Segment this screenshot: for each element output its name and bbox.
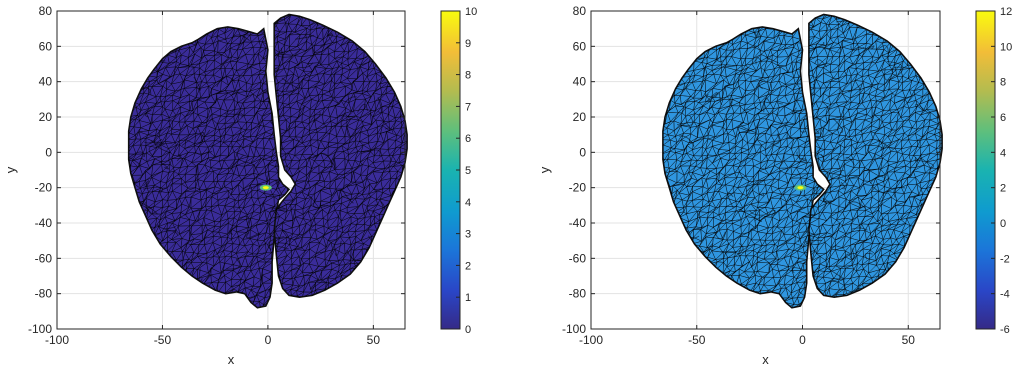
x-tick-label: -100 bbox=[45, 333, 69, 347]
x-tick-label: 0 bbox=[265, 333, 272, 347]
colorbar-tick-label: 4 bbox=[465, 197, 471, 209]
colorbar-tick-label: 9 bbox=[465, 38, 471, 50]
y-tick-label: -20 bbox=[569, 181, 587, 195]
colorbar-tick-label: 5 bbox=[465, 165, 471, 177]
axes-box bbox=[590, 10, 941, 330]
y-tick-label: 60 bbox=[39, 39, 53, 53]
chart-panel-1: -100 -50 0 50806040200-20-40-60-80-100xy109… bbox=[3, 4, 477, 367]
y-tick-label: 80 bbox=[573, 4, 587, 18]
colorbar-tick-label: 2 bbox=[1000, 183, 1006, 195]
colorbar-tick-label: 10 bbox=[1000, 41, 1012, 53]
colorbar-tick-label: 2 bbox=[465, 260, 471, 272]
colorbar-tick-label: 6 bbox=[1000, 112, 1006, 124]
colorbar-tick-label: -6 bbox=[1000, 324, 1010, 336]
y-tick-label: -100 bbox=[28, 322, 52, 336]
y-tick-label: 60 bbox=[573, 39, 587, 53]
colorbar-tick-label: 0 bbox=[1000, 218, 1006, 230]
y-tick-label: 20 bbox=[39, 110, 53, 124]
colorbar-tick-label: 7 bbox=[465, 101, 471, 113]
y-tick-label: -60 bbox=[35, 251, 53, 265]
colorbar-tick-label: 1 bbox=[465, 292, 471, 304]
colorbar-tick-label: 12 bbox=[1000, 6, 1012, 18]
colorbar-tick-label: 8 bbox=[1000, 77, 1006, 89]
y-tick-label: 0 bbox=[45, 145, 52, 159]
colorbar-tick-label: 3 bbox=[465, 229, 471, 241]
colorbar-tick-label: 0 bbox=[465, 324, 471, 336]
colorbar bbox=[975, 10, 996, 330]
x-tick-label: -100 bbox=[579, 333, 603, 347]
hotspot-core bbox=[797, 186, 804, 190]
y-tick-label: -20 bbox=[35, 181, 53, 195]
y-tick-label: 0 bbox=[579, 145, 586, 159]
y-tick-label: -100 bbox=[562, 322, 586, 336]
x-tick-label: -50 bbox=[688, 333, 706, 347]
x-axis-label: x bbox=[228, 352, 235, 367]
y-tick-label: -40 bbox=[569, 216, 587, 230]
y-tick-label: 20 bbox=[573, 110, 587, 124]
x-tick-label: 50 bbox=[902, 333, 916, 347]
y-tick-label: -80 bbox=[35, 287, 53, 301]
x-tick-label: 50 bbox=[367, 333, 381, 347]
colorbar-tick-label: 10 bbox=[465, 6, 477, 18]
y-axis-label: y bbox=[537, 166, 552, 173]
axes-box bbox=[56, 10, 406, 330]
y-tick-label: 80 bbox=[39, 4, 53, 18]
colorbar-tick-label: 8 bbox=[465, 70, 471, 82]
x-tick-label: -50 bbox=[154, 333, 172, 347]
colorbar-tick-label: -2 bbox=[1000, 253, 1010, 265]
colorbar-tick-label: -4 bbox=[1000, 289, 1010, 301]
y-tick-label: 40 bbox=[573, 75, 587, 89]
y-tick-label: -60 bbox=[569, 251, 587, 265]
y-tick-label: -80 bbox=[569, 287, 587, 301]
y-tick-label: 40 bbox=[39, 75, 53, 89]
colorbar-tick-label: 4 bbox=[1000, 147, 1006, 159]
x-tick-label: 0 bbox=[799, 333, 806, 347]
y-axis-label: y bbox=[3, 166, 18, 173]
chart-panel-2: -100 -50 0 50806040200-20-40-60-80-100xy121… bbox=[537, 4, 1012, 367]
colorbar-tick-label: 6 bbox=[465, 133, 471, 145]
x-axis-label: x bbox=[762, 352, 769, 367]
y-tick-label: -40 bbox=[35, 216, 53, 230]
hotspot-core bbox=[262, 186, 269, 190]
